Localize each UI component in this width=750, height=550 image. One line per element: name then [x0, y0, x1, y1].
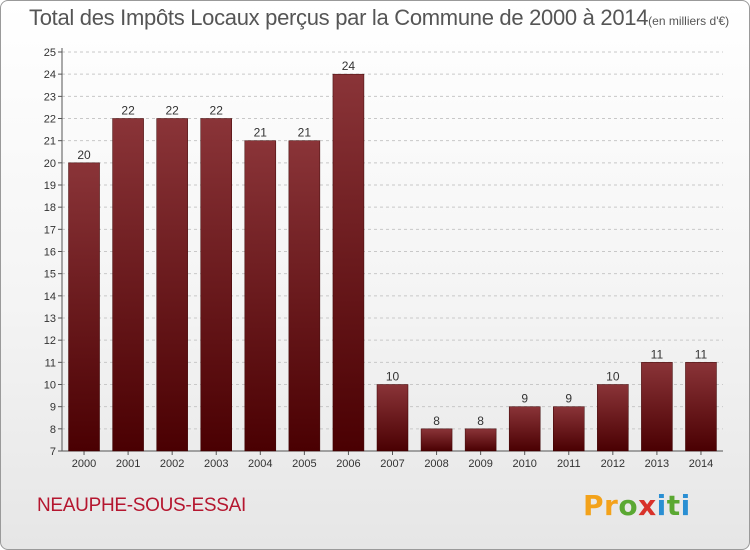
data-label: 9	[565, 392, 572, 406]
data-label: 10	[386, 370, 400, 384]
logo-letter: P	[583, 489, 605, 522]
data-label: 24	[342, 59, 356, 73]
logo-letter: t	[666, 489, 681, 522]
x-tick-label: 2010	[512, 458, 536, 470]
data-labels: 20 22 22 22 21 21 24 10 8 8 9 9 10 11 11	[77, 59, 707, 428]
y-tick-label: 24	[44, 69, 56, 81]
y-tick-label: 15	[44, 269, 56, 281]
data-label: 22	[210, 104, 224, 118]
bar	[685, 362, 717, 452]
y-tick-label: 25	[44, 47, 56, 59]
bar	[508, 406, 541, 452]
x-tick-label: 2000	[72, 458, 96, 470]
chart-title: Total des Impôts Locaux perçus par la Co…	[29, 5, 729, 31]
bar	[288, 140, 321, 452]
y-tick-label: 11	[45, 357, 56, 369]
y-tick-label: 19	[44, 180, 56, 192]
x-tick-label: 2004	[248, 458, 272, 470]
x-tick-label: 2005	[292, 458, 316, 470]
y-tick-label: 7	[50, 446, 56, 458]
y-tick-label: 18	[44, 202, 56, 214]
y-tick-label: 23	[44, 91, 56, 103]
data-label: 21	[254, 126, 268, 140]
axes: 7 8 9 10 11 12 13 14 15 16 17 18 19 20 21 22 23 24 25 2000 2…	[44, 47, 723, 470]
data-label: 22	[121, 104, 135, 118]
y-tick-label: 16	[44, 247, 56, 259]
proxiti-logo: Proxiti	[583, 489, 691, 522]
y-tick-label: 9	[50, 402, 56, 414]
x-tick-label: 2011	[557, 458, 581, 470]
bar	[112, 118, 144, 452]
y-tick-label: 12	[44, 335, 56, 347]
x-tick-label: 2008	[424, 458, 448, 470]
bar	[420, 428, 453, 452]
data-label: 8	[433, 414, 440, 428]
y-tick-label: 20	[44, 158, 56, 170]
y-tick-label: 10	[44, 380, 56, 392]
data-label: 8	[477, 414, 484, 428]
x-tick-label: 2014	[689, 458, 713, 470]
data-label: 9	[521, 392, 528, 406]
y-tick-label: 17	[44, 224, 56, 236]
y-tick-label: 8	[50, 424, 56, 436]
data-label: 11	[651, 347, 664, 361]
logo-letter: r	[604, 489, 619, 522]
bar	[376, 384, 409, 452]
x-tick-label: 2012	[601, 458, 625, 470]
logo-letter: i	[680, 489, 691, 522]
bar	[244, 140, 277, 452]
chart-title-unit: (en milliers d'€)	[648, 14, 730, 28]
x-tick-label: 2006	[336, 458, 360, 470]
logo-letter: i	[656, 489, 667, 522]
y-tick-label: 13	[44, 313, 56, 325]
bar	[553, 406, 585, 452]
data-label: 11	[695, 347, 708, 361]
bar	[641, 362, 673, 452]
commune-name: NEAUPHE-SOUS-ESSAI	[37, 495, 246, 516]
x-tick-label: 2003	[204, 458, 228, 470]
y-tick-label: 22	[44, 114, 56, 126]
bars	[68, 73, 717, 452]
data-label: 22	[165, 104, 179, 118]
bar	[156, 118, 188, 452]
bar	[200, 118, 232, 452]
data-label: 21	[298, 126, 312, 140]
bar	[332, 73, 365, 452]
data-label: 10	[606, 370, 620, 384]
x-tick-label: 2007	[380, 458, 404, 470]
x-tick-label: 2013	[645, 458, 669, 470]
x-tick-label: 2002	[160, 458, 184, 470]
y-tick-label: 21	[44, 136, 56, 148]
x-tick-label: 2009	[468, 458, 492, 470]
x-tick-label: 2001	[116, 458, 140, 470]
bar	[68, 162, 100, 452]
y-tick-label: 14	[44, 291, 56, 303]
logo-letter: x	[638, 489, 657, 522]
chart-title-text: Total des Impôts Locaux perçus par la Co…	[29, 5, 649, 30]
bar	[597, 384, 629, 452]
bar	[464, 428, 497, 452]
logo-letter: o	[618, 489, 639, 522]
data-label: 20	[77, 148, 91, 162]
